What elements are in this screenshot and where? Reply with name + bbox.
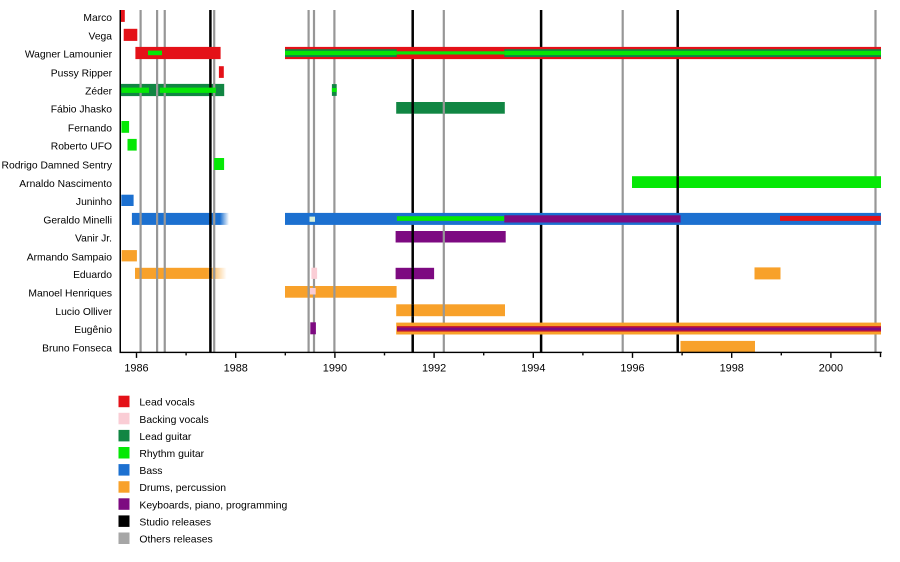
svg-text:Lead vocals: Lead vocals xyxy=(139,398,194,409)
svg-text:1996: 1996 xyxy=(620,363,644,375)
svg-text:Vega: Vega xyxy=(89,32,113,43)
svg-text:1998: 1998 xyxy=(720,363,744,375)
svg-text:Armando Sampaio: Armando Sampaio xyxy=(27,253,113,264)
svg-text:1990: 1990 xyxy=(323,363,347,375)
svg-text:1992: 1992 xyxy=(422,363,446,375)
svg-text:1986: 1986 xyxy=(124,363,148,375)
svg-text:Eugênio: Eugênio xyxy=(74,325,112,336)
svg-text:Manoel Henriques: Manoel Henriques xyxy=(28,289,112,300)
svg-text:Juninho: Juninho xyxy=(76,197,112,208)
svg-text:Lead guitar: Lead guitar xyxy=(139,432,192,443)
svg-text:1988: 1988 xyxy=(224,363,248,375)
svg-text:Wagner Lamounier: Wagner Lamounier xyxy=(25,50,113,61)
svg-text:Fábio Jhasko: Fábio Jhasko xyxy=(51,105,113,116)
svg-text:Eduardo: Eduardo xyxy=(73,270,112,281)
svg-text:Others releases: Others releases xyxy=(139,535,212,546)
svg-text:Rhythm guitar: Rhythm guitar xyxy=(139,449,204,460)
svg-text:Keyboards, piano, programming: Keyboards, piano, programming xyxy=(139,500,287,511)
svg-text:Arnaldo Nascimento: Arnaldo Nascimento xyxy=(19,179,112,190)
svg-text:Zéder: Zéder xyxy=(85,87,112,98)
svg-text:Rodrigo Damned Sentry: Rodrigo Damned Sentry xyxy=(2,161,113,172)
svg-text:Bass: Bass xyxy=(139,466,162,477)
svg-text:Pussy Ripper: Pussy Ripper xyxy=(51,69,113,80)
svg-text:Geraldo Minelli: Geraldo Minelli xyxy=(43,216,112,227)
svg-text:2000: 2000 xyxy=(819,363,843,375)
svg-text:Backing vocals: Backing vocals xyxy=(139,415,208,426)
svg-text:Lucio Olliver: Lucio Olliver xyxy=(55,307,112,318)
svg-text:Drums, percussion: Drums, percussion xyxy=(139,483,226,494)
svg-text:Vanir Jr.: Vanir Jr. xyxy=(75,234,112,245)
svg-text:Studio releases: Studio releases xyxy=(139,517,211,528)
svg-text:Roberto UFO: Roberto UFO xyxy=(51,142,112,153)
svg-text:1994: 1994 xyxy=(521,363,545,375)
svg-text:Bruno Fonseca: Bruno Fonseca xyxy=(42,344,112,355)
svg-text:Fernando: Fernando xyxy=(68,124,112,135)
svg-text:Marco: Marco xyxy=(83,13,112,24)
